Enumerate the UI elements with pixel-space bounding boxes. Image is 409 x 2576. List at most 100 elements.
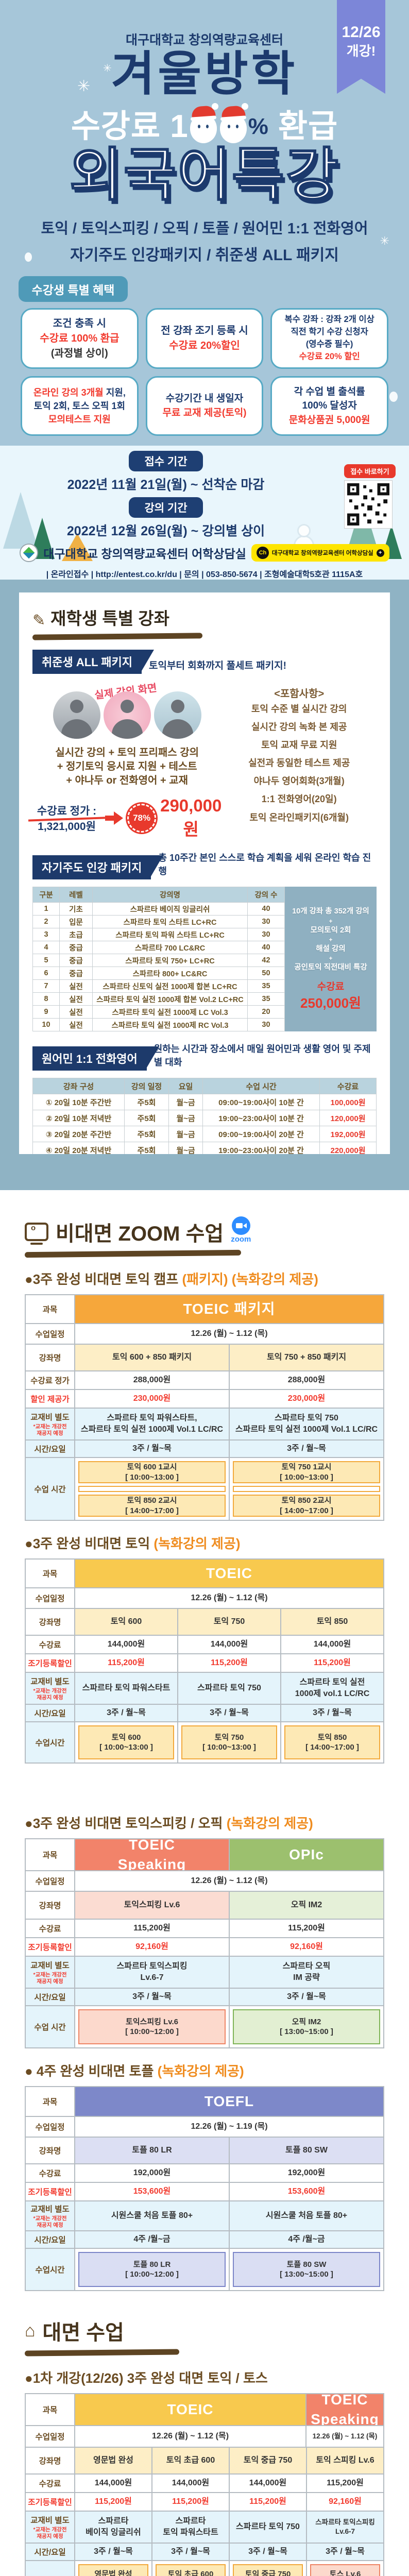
- table-cell: 중급: [60, 954, 93, 967]
- qr-block[interactable]: 접수 바로하기: [344, 464, 396, 529]
- table-cell: 40: [248, 941, 285, 954]
- benefit-card-line: 100% 달성자: [302, 400, 357, 412]
- row-label-text: 시간/요일: [34, 2236, 66, 2245]
- table-row: 4 중급 스파르타 700 LC&RC 40: [33, 941, 285, 954]
- table-cell: 115,200원: [75, 1654, 178, 1673]
- kakao-channel-badge[interactable]: Ch 대구대학교 창의역량교육센터 어학상담실 +: [251, 544, 389, 562]
- qr-label[interactable]: 접수 바로하기: [344, 464, 396, 478]
- benefit-card-line: 모의테스트 지원: [48, 414, 111, 425]
- benefit-card-line: 복수 강좌 : 강좌 2개 이상: [284, 315, 374, 325]
- table-cell: 115,200원: [230, 2493, 307, 2512]
- table-cell: 3주 / 월~목: [230, 1440, 384, 1458]
- table-cell: 42: [248, 954, 285, 967]
- cell-line: 토플 80 LR: [132, 2146, 172, 2155]
- cell-line: 3주 / 월~목: [132, 1992, 172, 2002]
- org-row: 대구대학교 창의역량교육센터 어학상담실 Ch 대구대학교 창의역량교육센터 어…: [0, 544, 409, 562]
- table-cell: ② 20일 10분 저녁반: [33, 1110, 125, 1126]
- row-label-text: 교재비 별도: [30, 2516, 70, 2525]
- table-cell: 115,200원: [178, 1654, 281, 1673]
- cell-line: 스파르타: [98, 2517, 129, 2526]
- course-table: 과목 TOEFL 수업일정 12.26 (월) ~ 1.19 (목) 강좌명 토플 80 …: [25, 2086, 384, 2291]
- row-label: 교재비 별도 *교재는 개강전 재공지 예정: [26, 1409, 75, 1440]
- table-cell: 토익 초급 600[ 10:00~13:00 ]토익 초급 600[ 14:00…: [152, 2561, 230, 2576]
- row-label-text: 수업일정: [35, 1330, 65, 1339]
- schedule-box-time: [ 14:00~17:00 ]: [305, 1743, 359, 1752]
- panel-price-label: 수강료: [317, 981, 345, 992]
- row-label-text: 수업시간: [35, 1739, 65, 1748]
- row-label: 수업시간: [26, 2561, 75, 2576]
- included-title: <포함사항>: [274, 688, 325, 700]
- table-cell: 7: [33, 980, 60, 993]
- table-row: 3 초급 스파르타 토익 파워 스타트 LC+RC 30: [33, 928, 285, 941]
- cell-line: 144,000원: [107, 1640, 145, 1649]
- phone-table: 강좌 구성 강의 일정 요일 수업 시간 수강료 ① 20일 10분 주간반 주5회 월~금 0…: [32, 1078, 377, 1154]
- benefit-card-line: 수강료 100% 환급: [40, 332, 120, 344]
- table-cell: 시원스쿨 처음 토플 80+: [75, 2201, 230, 2231]
- cell-line: 153,600원: [287, 2187, 326, 2196]
- row-label-text: 수강료: [39, 2170, 61, 2178]
- arrow-icon: [105, 816, 114, 821]
- cell-line: 토익 750 + 850 패키지: [266, 1353, 347, 1362]
- benefit-card: 복수 강좌 : 강좌 2개 이상 직전 학기 수강 신청자 (영수증 필수) 수강료 …: [270, 308, 388, 369]
- qr-code[interactable]: [344, 480, 393, 529]
- table-cell: 220,000원: [320, 1142, 377, 1154]
- allpkg-price-row: 수강료 정가 : 1,321,000원 78% 290,000원: [32, 796, 222, 840]
- table-cell: 19:00~23:00사이 10분 간: [203, 1110, 320, 1126]
- row-label: 과목: [26, 1295, 75, 1324]
- cell-line: 115,200원: [172, 2497, 209, 2506]
- snow-dot: [25, 252, 32, 262]
- table-cell: 4주 /월~금: [230, 2231, 384, 2249]
- cell-line: 3주 / 월~목: [132, 1444, 172, 1453]
- included-item: 토익 교재 무료 지원: [261, 740, 337, 751]
- subjects-line2: 자기주도 인강패키지 / 취준생 ALL 패키지: [70, 247, 339, 264]
- table-row: 강좌명 토익 600 + 850 패키지 토익 750 + 850 패키지: [26, 1345, 384, 1371]
- table-cell: 192,000원: [75, 2164, 230, 2183]
- discount-badge: 78%: [127, 804, 157, 833]
- table-cell: 144,000원: [178, 1636, 281, 1654]
- cell-line: 12.26 (월) ~ 1.12 (목): [191, 1594, 268, 1603]
- table-row: 강좌명 토익 600 토익 750 토익 850: [26, 1609, 384, 1636]
- allpkg-block: 실제 강의 화면 실시간 강의 + 토익 프리패스 강의 + 정기토익 응시료 …: [32, 682, 377, 840]
- schedule-box: 토익 850 2교시[ 14:00~17:00 ]: [78, 1495, 226, 1517]
- selfstudy-table-wrap: 구분 레벨 강의명 강의 수 1 기초 스파르타 베이직 잉글리쉬 40 2 입문 스파르타 토익 …: [32, 887, 377, 1031]
- zoom-logo: zoom: [231, 1216, 251, 1244]
- table-row: 교재비 별도 *교재는 개강전 재공지 예정 시원스쿨 처음 토플 80+ 시원스쿨 …: [26, 2201, 384, 2231]
- table-cell: 9: [33, 1006, 60, 1019]
- apply-period-value: 2022년 11월 21일(월) ~ 선착순 마감: [67, 478, 265, 492]
- cell-line: 토익 초급 600: [166, 2456, 215, 2465]
- table-cell: 스파르타 토익스피킹 Lv.6-7: [75, 1957, 230, 1989]
- selfstudy-ribbon: 자기주도 인강 패키지: [32, 855, 164, 879]
- schedule-box-title: 토스 Lv.6: [329, 2569, 361, 2576]
- table-row: 2 입문 스파르타 토익 스타트 LC+RC 30: [33, 916, 285, 928]
- table-row: ② 20일 10분 저녁반 주5회 월~금 19:00~23:00사이 10분 간 12…: [33, 1110, 377, 1126]
- table-cell: 20: [248, 1006, 285, 1019]
- table-cell: 스파르타 토익 파워 스타트 LC+RC: [93, 928, 248, 941]
- table-cell: 8: [33, 993, 60, 1006]
- empty-box: [233, 1486, 380, 1492]
- allpkg-ribbon: 취준생 ALL 패키지: [32, 650, 155, 674]
- benefit-card-line: 무료 교재 제공(토익): [162, 407, 247, 418]
- schedule-box-title: 토플 80 LR: [133, 2260, 171, 2269]
- row-label-note: *교재는 개강전 재공지 예정: [33, 2526, 67, 2539]
- table-row: 수업 시간 토익 600 1교시[ 10:00~13:00 ] 토익 850 2교시…: [26, 1458, 384, 1521]
- row-label: 조기등록할인: [26, 2183, 75, 2201]
- zoom-camera-icon: [231, 1216, 250, 1235]
- cell-line: 스파르타: [175, 2517, 206, 2526]
- schedule-box: 토익 600 1교시[ 10:00~13:00 ]: [78, 1461, 226, 1483]
- row-label-text: 수업일정: [35, 1595, 65, 1603]
- table-heading: ●3주 완성 비대면 토익 (녹화강의 제공): [25, 1536, 241, 1551]
- table-row: 과목 TOEIC: [26, 1560, 384, 1588]
- cell-line: 베이직 잉글리쉬: [86, 2528, 141, 2537]
- row-label-note: *교재는 개강전 재공지 예정: [33, 2215, 67, 2228]
- cell-line: 3주 / 월~목: [313, 1708, 352, 1718]
- row-label: 수업일정: [26, 1871, 75, 1892]
- phone-ribbon-row: 원어민 1:1 전화영어 원하는 시간과 장소에서 매일 원어민과 생활 영어 …: [32, 1042, 377, 1071]
- table-toeic-package: 과목 TOEIC 패키지 수업일정 12.26 (월) ~ 1.12 (목) 강좌명 토익…: [25, 1294, 384, 1521]
- row-label: 수업시간: [26, 1722, 75, 1764]
- row-label-text: 과목: [42, 1570, 58, 1579]
- row-label: 교재비 별도 *교재는 개강전 재공지 예정: [26, 1673, 75, 1705]
- row-label-text: 수업 시간: [34, 2023, 66, 2032]
- table-cell: 19:00~23:00사이 20분 간: [203, 1142, 320, 1154]
- table-cell: ④ 20일 20분 저녁반: [33, 1142, 125, 1154]
- schedule-box-title: 오픽 IM2: [292, 2017, 321, 2026]
